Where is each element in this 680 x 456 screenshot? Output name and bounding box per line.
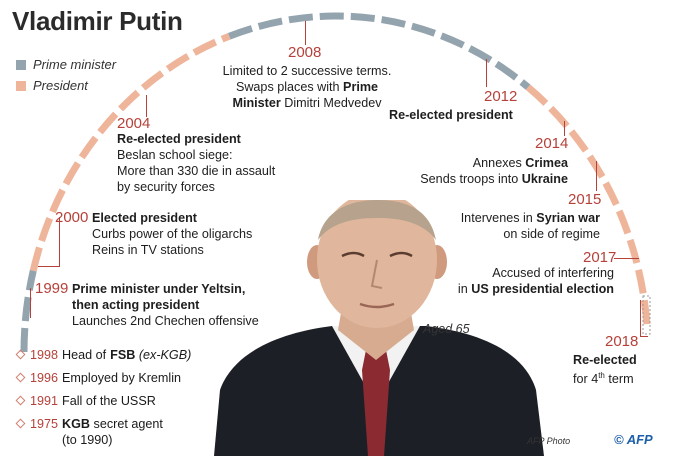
event-line: Intervenes in bbox=[460, 211, 537, 225]
event-2004: Re-elected president Beslan school siege… bbox=[117, 131, 275, 195]
event-line: term bbox=[604, 372, 634, 387]
bullet-year: 1975 bbox=[30, 417, 59, 431]
arc-future-term bbox=[642, 295, 651, 335]
event-2014: Annexes Crimea Sends troops into Ukraine bbox=[380, 155, 568, 187]
event-line: Re-elected president bbox=[389, 108, 513, 122]
event-line: Annexes bbox=[472, 156, 526, 170]
photo-caption: Aged 65 bbox=[423, 322, 470, 336]
event-line: Prime minister under Yeltsin, bbox=[72, 282, 246, 296]
event-2008: Limited to 2 successive terms. Swaps pla… bbox=[196, 63, 418, 111]
legend-label: Prime minister bbox=[33, 57, 117, 72]
year-2012: 2012 bbox=[484, 88, 518, 105]
marker-2004 bbox=[146, 95, 147, 117]
event-line: Reins in TV stations bbox=[92, 243, 204, 257]
event-2017: Accused of interfering in US presidentia… bbox=[415, 265, 614, 297]
event-line-sup: th bbox=[598, 371, 605, 380]
marker-2018-link bbox=[640, 336, 648, 337]
legend-prime-minister: Prime minister bbox=[16, 57, 116, 72]
event-line: Accused of interfering bbox=[492, 266, 614, 280]
year-2004: 2004 bbox=[117, 115, 151, 132]
arc-segment bbox=[29, 33, 231, 272]
event-line: on side of regime bbox=[503, 227, 600, 241]
prime-minister-swatch bbox=[16, 59, 26, 70]
portrait-image bbox=[214, 200, 544, 456]
event-line: Beslan school siege: bbox=[117, 148, 233, 162]
marker-2014 bbox=[564, 121, 565, 136]
event-line: More than 330 die in assault bbox=[117, 164, 276, 178]
event-line: Curbs power of the oligarchs bbox=[92, 227, 253, 241]
event-2018: Re-elected for 4th term bbox=[573, 352, 637, 387]
bullet-bold: FSB bbox=[110, 348, 136, 362]
event-line-bold: Syrian war bbox=[536, 211, 600, 225]
president-swatch bbox=[16, 80, 26, 91]
bullet-year: 1996 bbox=[30, 371, 59, 385]
bullet-rest: secret agent bbox=[90, 417, 163, 431]
marker-2008 bbox=[305, 21, 306, 45]
list-item: 1991 Fall of the USSR bbox=[15, 393, 191, 409]
year-2018: 2018 bbox=[605, 333, 639, 350]
event-line: then acting president bbox=[72, 298, 200, 312]
bullet-text: Fall of the USSR bbox=[62, 394, 156, 408]
marker-2018 bbox=[640, 300, 641, 336]
event-1999: Prime minister under Yeltsin, then actin… bbox=[72, 281, 259, 329]
photo-credit: AFP Photo bbox=[527, 436, 571, 446]
event-line-bold: Ukraine bbox=[521, 172, 568, 186]
event-line: by security forces bbox=[117, 180, 215, 194]
legend-label: President bbox=[33, 78, 88, 93]
event-line-bold: Crimea bbox=[525, 156, 568, 170]
bullet-year: 1991 bbox=[30, 394, 59, 408]
event-line: Re-elected president bbox=[117, 132, 241, 146]
bullet-bold: KGB bbox=[62, 417, 91, 431]
year-1999: 1999 bbox=[35, 280, 69, 297]
marker-2017 bbox=[614, 258, 639, 259]
year-2000: 2000 bbox=[55, 209, 89, 226]
list-item: 1998 Head of FSB (ex-KGB) bbox=[15, 347, 191, 363]
year-2015: 2015 bbox=[568, 191, 602, 208]
event-2015: Intervenes in Syrian war on side of regi… bbox=[400, 210, 600, 242]
diamond-icon bbox=[15, 395, 26, 406]
arc-segment bbox=[228, 12, 531, 90]
bullet-text: Employed by Kremlin bbox=[62, 371, 182, 385]
page-title: Vladimir Putin bbox=[12, 6, 183, 36]
marker-2015 bbox=[596, 161, 597, 191]
arc-segment bbox=[20, 269, 37, 353]
event-line: in bbox=[457, 282, 472, 296]
event-line: Dimitri Medvedev bbox=[280, 96, 382, 110]
event-line: Swaps places with bbox=[235, 80, 344, 94]
bullet-year: 1998 bbox=[30, 348, 59, 362]
list-item: 1975 KGB secret agent (to 1990) bbox=[15, 416, 191, 448]
event-line-bold: US presidential election bbox=[471, 282, 614, 296]
diamond-icon bbox=[15, 372, 26, 383]
marker-1999 bbox=[30, 288, 31, 318]
arc-segment bbox=[525, 84, 651, 329]
marker-2000 bbox=[59, 217, 60, 267]
event-line: Re-elected bbox=[573, 353, 637, 367]
list-item: 1996 Employed by Kremlin bbox=[15, 370, 191, 386]
early-career-list: 1998 Head of FSB (ex-KGB) 1996 Employed b… bbox=[15, 347, 191, 455]
marker-2000-link bbox=[38, 266, 59, 267]
bullet-rest: (ex-KGB) bbox=[135, 348, 192, 362]
diamond-icon bbox=[15, 349, 26, 360]
event-line-bold: Minister bbox=[232, 96, 281, 110]
bullet-text: Head of FSB (ex-KGB) bbox=[62, 347, 191, 363]
event-2000: Elected president Curbs power of the oli… bbox=[92, 210, 252, 258]
event-line: for 4 bbox=[573, 372, 599, 387]
event-line: Launches 2nd Chechen offensive bbox=[72, 314, 259, 328]
year-2014: 2014 bbox=[535, 135, 569, 152]
bullet-line2: (to 1990) bbox=[62, 433, 113, 447]
event-2012: Re-elected president bbox=[389, 107, 513, 123]
year-2008: 2008 bbox=[288, 44, 322, 61]
bullet-head: Head of bbox=[62, 348, 107, 362]
event-line: Sends troops into bbox=[420, 172, 522, 186]
afp-logo: © AFP bbox=[614, 432, 653, 447]
event-line: Limited to 2 successive terms. bbox=[222, 64, 392, 78]
bullet-text: KGB secret agent (to 1990) bbox=[62, 416, 163, 448]
diamond-icon bbox=[15, 418, 26, 429]
marker-2012 bbox=[486, 59, 487, 87]
legend-president: President bbox=[16, 78, 88, 93]
event-line: Elected president bbox=[92, 211, 197, 225]
event-line-bold: Prime bbox=[343, 80, 379, 94]
year-2017: 2017 bbox=[583, 249, 617, 266]
